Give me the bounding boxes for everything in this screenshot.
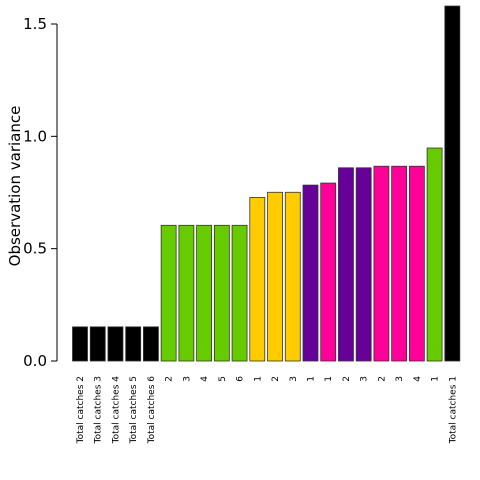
bar — [196, 224, 213, 362]
x-tick-label: 3 — [395, 376, 405, 382]
x-tick-label: 2 — [165, 376, 175, 382]
x-tick-label: 3 — [360, 376, 370, 382]
bar — [426, 147, 443, 362]
x-tick-label: 1 — [324, 376, 334, 382]
bar — [178, 224, 195, 362]
y-tick-label: 0.5 — [23, 240, 47, 258]
bar — [89, 326, 106, 362]
x-tick-label: 3 — [182, 376, 192, 382]
bar — [72, 326, 88, 362]
bar — [125, 326, 142, 362]
x-axis-labels: Total catches 2 Total catches 3 Total catc… — [76, 376, 458, 445]
x-tick-label: 4 — [200, 376, 210, 382]
bar — [302, 184, 319, 362]
x-tick-label: 2 — [377, 376, 387, 382]
bar — [213, 224, 230, 362]
bar — [408, 165, 425, 362]
x-tick-label: Total catches 4 — [111, 376, 121, 445]
x-tick-label: Total catches 6 — [147, 376, 157, 445]
bar — [373, 165, 390, 362]
bar — [391, 165, 408, 362]
y-tick-label: 0.0 — [23, 352, 47, 370]
bar — [143, 326, 159, 362]
y-tick-label: 1.0 — [23, 127, 47, 145]
y-tick-label: 1.5 — [23, 15, 47, 33]
x-tick-label: Total catches 1 — [448, 376, 458, 444]
bars — [72, 5, 461, 362]
x-tick-label: 4 — [413, 376, 423, 382]
x-tick-label: 3 — [289, 376, 299, 382]
x-tick-label: 2 — [342, 376, 352, 382]
x-tick-label: 1 — [306, 376, 316, 382]
x-tick-label: 2 — [271, 376, 281, 382]
x-tick-label: Total catches 5 — [129, 376, 139, 444]
bar — [284, 191, 301, 362]
x-tick-label: 1 — [431, 376, 441, 382]
y-axis-title: Observation variance — [6, 106, 24, 267]
bar — [249, 197, 266, 362]
bar — [107, 326, 124, 362]
bar — [267, 191, 283, 362]
bar — [160, 224, 177, 362]
y-axis: 0.0 0.5 1.0 1.5 — [23, 15, 58, 370]
x-tick-label: 1 — [253, 376, 263, 382]
x-tick-label: Total catches 3 — [94, 376, 104, 444]
x-tick-label: 5 — [218, 376, 228, 382]
bar — [231, 224, 248, 362]
bar — [338, 167, 354, 362]
bar — [320, 182, 337, 362]
bar — [444, 5, 461, 362]
x-tick-label: Total catches 2 — [76, 376, 86, 444]
bar — [355, 167, 372, 362]
x-tick-label: 6 — [236, 376, 246, 382]
